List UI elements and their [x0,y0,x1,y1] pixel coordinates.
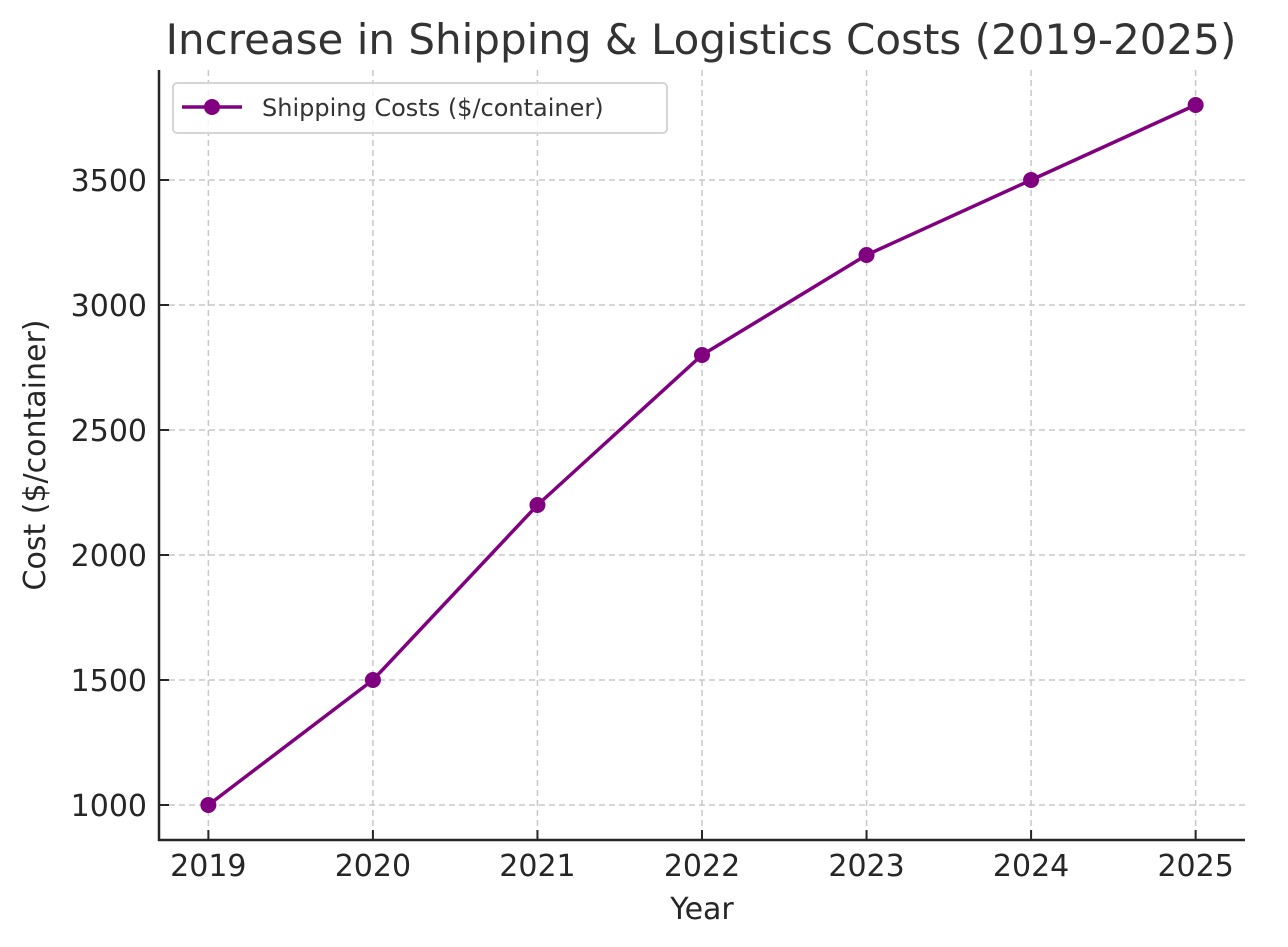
data-point [200,797,217,813]
x-tick-label: 2021 [499,849,575,884]
data-point [858,247,875,263]
x-tick-label: 2020 [335,849,411,884]
legend-box [172,82,668,134]
x-tick-label: 2025 [1157,849,1233,884]
y-tick-label: 1500 [71,664,147,699]
y-ticks: 1000 1500 2000 2500 3000 3500 [71,164,169,824]
x-tick-label: 2022 [664,849,740,884]
x-axis-title: Year [669,892,734,927]
x-ticks: 2019 2020 2021 2022 2023 2024 2025 [170,830,1234,884]
y-axis-title: Cost ($/container) [18,320,53,591]
chart-title: Increase in Shipping & Logistics Costs (… [166,15,1237,64]
series-layer [200,97,1204,813]
legend-marker-swatch [204,99,220,115]
data-point [364,672,381,688]
y-tick-label: 2500 [71,414,147,449]
y-tick-label: 1000 [71,789,147,824]
x-tick-label: 2023 [828,849,904,884]
legend: Shipping Costs ($/container) [172,82,668,134]
data-point [1023,172,1040,188]
y-tick-label: 3500 [71,164,147,199]
data-point [694,347,710,363]
legend-label: Shipping Costs ($/container) [262,94,604,122]
x-tick-label: 2024 [993,849,1069,884]
data-point [1187,97,1204,113]
grid [159,70,1245,840]
y-tick-label: 3000 [71,289,147,324]
y-tick-label: 2000 [71,539,147,574]
data-point [529,497,546,513]
x-tick-label: 2019 [170,849,246,884]
